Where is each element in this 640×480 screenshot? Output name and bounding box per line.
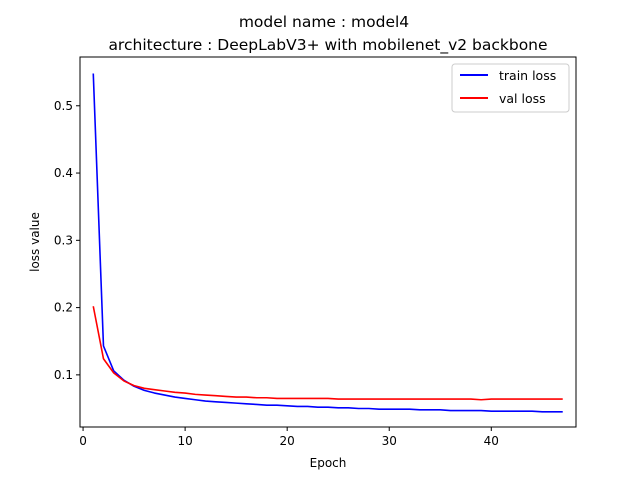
legend-label-train-loss: train loss xyxy=(499,68,556,83)
series-line-train-loss xyxy=(92,73,563,413)
y-tick-label: 0.2 xyxy=(54,301,73,315)
x-tick-label: 40 xyxy=(484,434,499,448)
x-tick-label: 0 xyxy=(79,434,87,448)
x-tick-label: 10 xyxy=(177,434,192,448)
y-axis-label: loss value xyxy=(28,212,42,272)
plot-frame xyxy=(79,56,577,428)
ticks-layer: 0 10 20 30 40 0.1 0.2 0.3 0.4 0.5 xyxy=(54,99,499,448)
series-line-val-loss xyxy=(92,306,563,401)
y-tick-label: 0.4 xyxy=(54,166,73,180)
legend-label-val-loss: val loss xyxy=(499,91,546,106)
y-tick-label: 0.5 xyxy=(54,99,73,113)
x-tick-label: 20 xyxy=(280,434,295,448)
chart-title-line2: architecture : DeepLabV3+ with mobilenet… xyxy=(108,36,547,55)
x-tick-label: 30 xyxy=(382,434,397,448)
chart-title-line1: model name : model4 xyxy=(239,13,409,31)
y-tick-label: 0.3 xyxy=(54,233,73,247)
x-axis-label: Epoch xyxy=(310,456,347,470)
legend: train loss val loss xyxy=(451,63,570,113)
series-layer xyxy=(92,73,563,413)
y-tick-label: 0.1 xyxy=(54,368,73,382)
